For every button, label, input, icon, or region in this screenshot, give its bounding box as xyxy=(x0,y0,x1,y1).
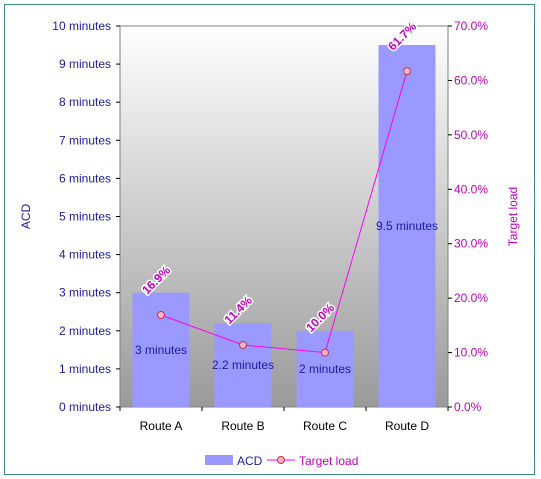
bar-acd xyxy=(296,330,354,407)
x-tick-label: Route D xyxy=(385,419,429,433)
y-axis-title: ACD xyxy=(19,204,33,230)
y2-tick-label: 0.0% xyxy=(454,400,482,414)
combo-chart: 0 minutes 1 minutes 2 minutes 3 minutes 4 mi… xyxy=(19,18,520,468)
legend-swatch-acd xyxy=(205,455,233,465)
y-tick-label: 4 minutes xyxy=(59,248,111,262)
line-point xyxy=(403,67,411,76)
x-tick-label: Route A xyxy=(140,419,183,433)
y-tick-label: 6 minutes xyxy=(59,171,111,185)
bar-data-label: 3 minutes xyxy=(135,343,187,357)
y-tick-label: 5 minutes xyxy=(59,210,111,224)
y2-tick-label: 20.0% xyxy=(454,291,488,305)
legend-marker-target-load xyxy=(277,456,285,464)
bar-data-label: 2.2 minutes xyxy=(212,358,274,372)
y2-tick-label: 60.0% xyxy=(454,73,488,87)
y2-tick-label: 30.0% xyxy=(454,237,488,251)
x-tick-label: Route C xyxy=(303,419,347,433)
chart-frame: 0 minutes 1 minutes 2 minutes 3 minutes 4 mi… xyxy=(4,4,535,475)
y-tick-label: 10 minutes xyxy=(52,19,111,33)
bar-data-label: 9.5 minutes xyxy=(376,219,438,233)
y2-tick-label: 40.0% xyxy=(454,182,488,196)
y2-tick-label: 10.0% xyxy=(454,346,488,360)
line-target-load xyxy=(160,71,408,354)
y-tick-label: 2 minutes xyxy=(59,324,111,338)
bar-acd xyxy=(378,45,436,408)
y2-axis-title: Target load xyxy=(506,187,520,246)
line-point xyxy=(239,340,247,349)
y-tick-label: 8 minutes xyxy=(59,95,111,109)
y-tick-label: 0 minutes xyxy=(59,400,111,414)
line-point xyxy=(157,311,165,320)
y-tick-label: 3 minutes xyxy=(59,286,111,300)
y-tick-label: 1 minutes xyxy=(59,362,111,376)
bar-data-label: 2 minutes xyxy=(299,362,351,376)
legend-label-acd: ACD xyxy=(237,454,263,468)
legend-label-target-load: Target load xyxy=(299,454,358,468)
y2-tick-label: 70.0% xyxy=(454,19,488,33)
bar-acd xyxy=(214,323,272,407)
legend: ACD Target load xyxy=(205,454,358,468)
y-tick-label: 9 minutes xyxy=(59,57,111,71)
y2-tick-label: 50.0% xyxy=(454,128,488,142)
line-point xyxy=(321,348,329,357)
y-tick-label: 7 minutes xyxy=(59,133,111,147)
x-tick-label: Route B xyxy=(221,419,264,433)
